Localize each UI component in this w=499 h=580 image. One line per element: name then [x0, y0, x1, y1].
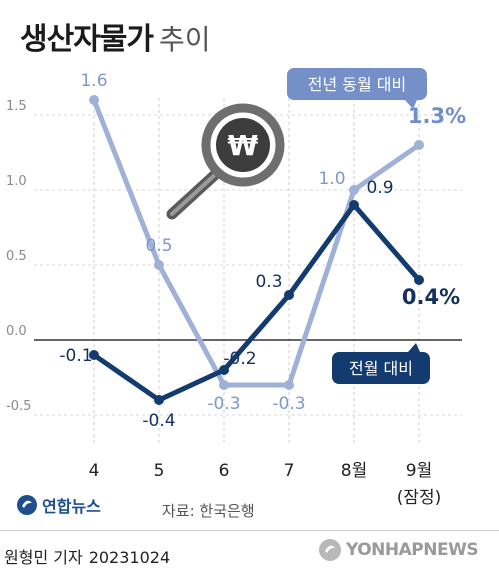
series-yoy-line [91, 97, 422, 388]
legend-badge-mom-tail [408, 343, 420, 352]
credit-date: 20231024 [88, 548, 171, 567]
series-mom-line [91, 202, 422, 403]
magnifier-handle-highlight [170, 170, 220, 216]
y-tick-label: -0.5 [6, 399, 31, 414]
x-tick-label: 4 [89, 461, 100, 481]
x-tick-label: 5 [154, 461, 165, 481]
series-yoy-line-point [89, 95, 99, 105]
mom-data-label: -0.1 [59, 346, 92, 366]
x-tick-label: 6 [219, 461, 230, 481]
mom-data-label: -0.4 [142, 411, 175, 431]
won-sign: ₩ [228, 129, 259, 162]
yoy-data-label: -0.3 [272, 394, 305, 414]
chart: 1.5 1.0 0.5 0.0 -0.5 ₩ 1.6 0.5 -0.3 -0.3 1.0 1.3%… [6, 68, 466, 508]
series-mom-line-point [414, 275, 424, 285]
series-yoy-line-point [349, 185, 359, 195]
series-yoy-line-point [414, 140, 424, 150]
y-tick-label: 0.5 [6, 249, 27, 264]
credit: 원형민 기자 20231024 [4, 544, 170, 568]
legend-badge-mom-text: 전월 대비 [349, 359, 413, 378]
series-mom-line-point [284, 290, 294, 300]
yonhap-logo: 연합뉴스 [16, 493, 101, 517]
yonhap-logo-icon [17, 495, 37, 515]
credit-name: 원형민 기자 [4, 548, 83, 567]
series-mom-line-point [219, 365, 229, 375]
yoy-data-label: -0.3 [207, 394, 240, 414]
y-axis-ticks: 1.5 1.0 0.5 0.0 -0.5 [6, 99, 31, 414]
series-yoy-line-point [284, 380, 294, 390]
mom-end-label: 0.4% [402, 285, 460, 309]
x-tick-label: 7 [284, 461, 295, 481]
legend-badge-yoy-text: 전년 동월 대비 [308, 75, 407, 94]
title-sub: 추이 [159, 23, 211, 56]
yoy-data-label: 0.5 [145, 236, 172, 256]
watermark: YONHAPNEWS [318, 538, 479, 562]
watermark-text: YONHAPNEWS [346, 540, 479, 560]
legend-badge-yoy [287, 68, 427, 100]
watermark-icon [319, 539, 341, 561]
series-mom-line-point [349, 200, 359, 210]
yoy-data-label: 1.6 [80, 71, 107, 91]
series-mom-line-point [89, 350, 99, 360]
legend-badge-yoy-tail [405, 100, 417, 109]
logo-text: 연합뉴스 [42, 497, 101, 516]
x-tick-label: 9월 [406, 461, 432, 481]
x-tick-note: (잠정) [397, 488, 442, 508]
chart-series [89, 95, 424, 405]
y-tick-label: 0.0 [6, 324, 27, 339]
source-text: 자료: 한국은행 [162, 502, 255, 520]
y-tick-label: 1.0 [6, 174, 27, 189]
x-axis-ticks: 4 5 6 7 8월 9월 (잠정) [89, 461, 442, 508]
mom-data-label: 0.9 [366, 178, 393, 198]
title-main: 생산자물가 [20, 22, 154, 57]
mom-data-label: 0.3 [255, 272, 282, 292]
series-yoy-line-point [154, 260, 164, 270]
x-tick-label: 8월 [341, 461, 367, 481]
data-labels: 1.6 0.5 -0.3 -0.3 1.0 1.3% -0.1 -0.4 -0.2 0.3 0.9 0… [59, 71, 466, 431]
divider [0, 530, 499, 531]
legend-badge-mom [332, 352, 430, 384]
series-yoy-line-point [219, 380, 229, 390]
chart-title: 생산자물가 추이 [20, 14, 211, 58]
magnifier-won-icon: ₩ [166, 103, 285, 220]
series-mom-line-point [154, 395, 164, 405]
yoy-end-label: 1.3% [408, 104, 466, 128]
y-tick-label: 1.5 [6, 99, 27, 114]
won-coin [216, 118, 270, 172]
mom-data-label: -0.2 [223, 349, 256, 369]
yoy-data-label: 1.0 [318, 169, 345, 189]
